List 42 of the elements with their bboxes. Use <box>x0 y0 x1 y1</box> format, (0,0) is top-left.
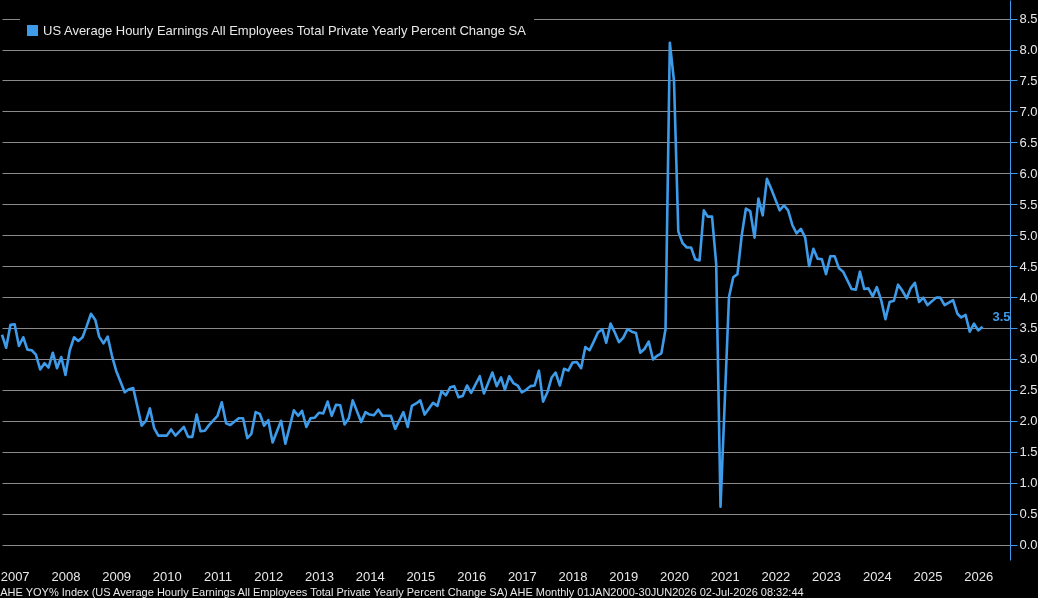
y-tick-label: 8.0 <box>1019 42 1038 57</box>
legend-label: US Average Hourly Earnings All Employees Total Private Yearly Percent Change SA <box>43 22 527 38</box>
x-tick-label: 2026 <box>964 568 994 584</box>
x-tick-label: 2023 <box>812 568 841 584</box>
y-tick-label: 6.5 <box>1019 134 1038 150</box>
y-tick-label: 2.0 <box>1019 413 1038 429</box>
x-tick-label: 2013 <box>305 568 334 584</box>
y-tick-label: 3.0 <box>1019 351 1038 367</box>
x-tick-label: 2015 <box>406 568 436 584</box>
text: AHE YOY% Index (US Average Hourly Earnings All Employees Total Private Yearly Percent Change SA) AHE Monthly 01JAN2000-30JUN2026 02-Jul-2026 08:32:44 <box>0 586 804 598</box>
line-series <box>0 41 984 509</box>
x-tick-label: 2018 <box>558 568 588 584</box>
x-tick-label: 2017 <box>507 568 537 584</box>
x-tick-label: 2010 <box>152 568 182 584</box>
x-tick-label: 2019 <box>609 568 639 584</box>
x-tick-label: 2024 <box>862 568 892 584</box>
x-tick-label: 2021 <box>710 568 740 584</box>
y-tick-label: 0.0 <box>1019 537 1038 553</box>
x-tick-label: 2022 <box>761 568 791 584</box>
x-tick-label: 2012 <box>254 568 284 584</box>
x-tick-label: 2011 <box>204 568 232 584</box>
y-tick-label: 0.5 <box>1019 506 1038 522</box>
annotation: 3.5 <box>992 308 1011 324</box>
y-tick-label: 7.5 <box>1019 72 1038 88</box>
y-tick-label: 6.0 <box>1019 165 1038 181</box>
y-tick-label: 4.0 <box>1019 289 1038 305</box>
x-tick-label: 2009 <box>102 568 132 584</box>
x-tick-label: 2007 <box>0 568 30 584</box>
x-tick-label: 2020 <box>660 568 689 584</box>
y-tick-label: 1.5 <box>1019 444 1038 460</box>
y-tick-label: 5.5 <box>1019 196 1038 212</box>
y-tick-label: 8.5 <box>1019 11 1038 27</box>
y-tick-label: 2.5 <box>1019 382 1038 398</box>
y-tick-label: 3.5 <box>1019 320 1038 336</box>
x-tick-label: 2008 <box>51 568 81 584</box>
x-tick-label: 2016 <box>457 568 487 584</box>
y-tick-label: 4.5 <box>1019 258 1038 274</box>
y-tick-label: 7.0 <box>1019 103 1038 119</box>
y-tick-label: 1.0 <box>1019 475 1038 491</box>
x-tick-label: 2025 <box>913 568 943 584</box>
y-tick-label: 5.0 <box>1019 227 1038 243</box>
x-tick-label: 2014 <box>355 568 385 584</box>
